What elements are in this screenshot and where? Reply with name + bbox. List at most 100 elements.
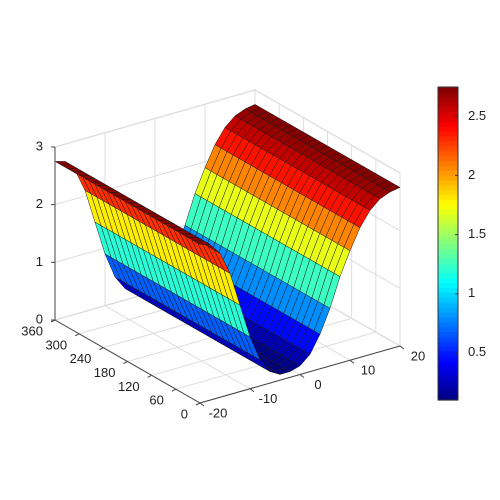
- colorbar-swatch: [438, 170, 458, 176]
- colorbar-swatch: [438, 370, 458, 377]
- y-tick-label: 180: [94, 365, 116, 380]
- colorbar-swatch: [438, 395, 458, 401]
- y-tick-label: 360: [21, 323, 43, 338]
- colorbar-swatch: [438, 106, 458, 113]
- colorbar-swatch: [438, 204, 458, 210]
- z-tick-label: 3: [36, 138, 43, 153]
- colorbar-swatch: [438, 336, 458, 342]
- colorbar-tick-label: 1.5: [468, 226, 486, 241]
- colorbar-swatch: [438, 253, 458, 259]
- colorbar-tick-label: 2.5: [468, 108, 486, 123]
- y-tick: [74, 333, 80, 337]
- z-tick-label: 1: [36, 254, 43, 269]
- colorbar-swatch: [438, 155, 458, 161]
- colorbar-tick-label: 2: [468, 167, 475, 182]
- z-tick-label: 0: [36, 311, 43, 326]
- colorbar-swatch: [438, 189, 458, 196]
- colorbar-swatch: [438, 375, 458, 382]
- surface-cell: [193, 240, 211, 245]
- x-tick-label: -20: [209, 405, 228, 420]
- colorbar-swatch: [438, 238, 458, 245]
- colorbar-swatch: [438, 160, 458, 166]
- colorbar-swatch: [438, 131, 458, 137]
- colorbar-swatch: [438, 121, 458, 127]
- y-tick: [171, 388, 177, 392]
- colorbar-swatch: [438, 233, 458, 240]
- colorbar-swatch: [438, 223, 458, 230]
- colorbar-swatch: [438, 351, 458, 357]
- colorbar-swatch: [438, 175, 458, 181]
- colorbar-swatch: [438, 243, 458, 249]
- colorbar-swatch: [438, 282, 458, 289]
- colorbar-swatch: [438, 316, 458, 323]
- colorbar-swatch: [438, 135, 458, 142]
- colorbar-swatch: [438, 380, 458, 386]
- y-tick-label: 300: [45, 337, 67, 352]
- colorbar-swatch: [438, 199, 458, 205]
- x-tick: [299, 374, 305, 378]
- y-tick-label: 0: [181, 406, 188, 421]
- colorbar-swatch: [438, 145, 458, 152]
- colorbar-swatch: [438, 272, 458, 279]
- colorbar-swatch: [438, 267, 458, 274]
- colorbar-swatch: [438, 87, 458, 93]
- colorbar-swatch: [438, 302, 458, 308]
- colorbar-swatch: [438, 326, 458, 333]
- colorbar-swatch: [438, 194, 458, 201]
- colorbar-swatch: [438, 390, 458, 396]
- colorbar-swatch: [438, 248, 458, 254]
- x-tick-label: -10: [259, 391, 278, 406]
- colorbar-swatch: [438, 311, 458, 318]
- colorbar-swatch: [438, 228, 458, 235]
- colorbar-swatch: [438, 355, 458, 362]
- colorbar-tick-label: 0.5: [468, 344, 486, 359]
- x-tick-label: 10: [361, 363, 375, 378]
- colorbar-swatch: [438, 111, 458, 117]
- colorbar-swatch: [438, 341, 458, 347]
- colorbar-swatch: [438, 292, 458, 298]
- colorbar-swatch: [438, 101, 458, 108]
- colorbar-tick-label: 1: [468, 285, 475, 300]
- z-tick-label: 2: [36, 196, 43, 211]
- x-tick: [349, 359, 355, 364]
- y-tick-label: 120: [118, 379, 140, 394]
- colorbar-swatch: [438, 209, 458, 215]
- y-tick: [123, 361, 128, 364]
- colorbar-swatch: [438, 360, 458, 367]
- colorbar-swatch: [438, 287, 458, 294]
- colorbar-swatch: [438, 321, 458, 328]
- colorbar-swatch: [438, 126, 458, 132]
- grid-line: [254, 89, 401, 174]
- colorbar: 0.5 1 1.5 2 2.5: [437, 86, 486, 401]
- y-tick-label: 240: [70, 351, 92, 366]
- colorbar-swatch: [438, 165, 458, 171]
- colorbar-swatch: [438, 258, 458, 264]
- colorbar-swatch: [438, 179, 458, 186]
- x-tick-label: 20: [411, 348, 425, 363]
- colorbar-swatch: [438, 140, 458, 147]
- colorbar-swatch: [438, 331, 458, 338]
- colorbar-swatch: [438, 346, 458, 352]
- colorbar-swatch: [438, 263, 458, 269]
- surface: [54, 104, 401, 375]
- y-tick: [99, 347, 104, 351]
- colorbar-swatch: [438, 365, 458, 372]
- colorbar-frame: [437, 86, 459, 401]
- colorbar-swatch: [438, 277, 458, 284]
- colorbar-swatch: [438, 91, 458, 98]
- y-tick: [147, 374, 152, 378]
- colorbar-swatch: [438, 150, 458, 157]
- colorbar-swatch: [438, 116, 458, 122]
- y-tick: [195, 402, 201, 406]
- colorbar-swatch: [438, 214, 458, 220]
- y-tick-label: 60: [149, 393, 163, 408]
- x-tick: [399, 345, 405, 350]
- surface-cell: [363, 195, 381, 211]
- colorbar-swatch: [438, 184, 458, 191]
- colorbar-swatch: [438, 96, 458, 103]
- x-tick-label: 0: [314, 377, 321, 392]
- colorbar-swatch: [438, 297, 458, 303]
- colorbar-swatch: [438, 219, 458, 225]
- colorbar-swatch: [438, 307, 458, 313]
